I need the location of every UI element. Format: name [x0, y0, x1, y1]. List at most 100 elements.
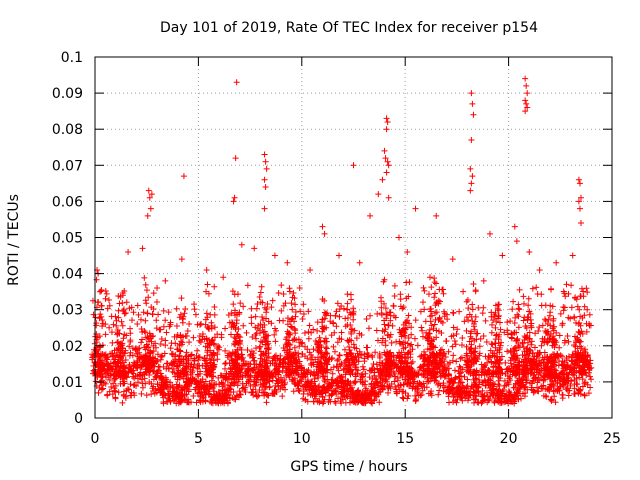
data-point [157, 326, 164, 333]
data-point [106, 324, 113, 331]
data-point [113, 322, 120, 329]
data-point [252, 335, 259, 342]
data-point [450, 332, 457, 339]
data-point [392, 314, 399, 321]
data-point [105, 297, 112, 304]
data-point [420, 333, 427, 340]
data-point [436, 286, 443, 293]
data-point [168, 350, 175, 357]
data-point [127, 338, 134, 345]
data-point [252, 382, 259, 389]
data-point [360, 366, 367, 373]
data-point [157, 340, 164, 347]
data-point [538, 302, 545, 309]
data-point [334, 339, 341, 346]
data-point [425, 291, 432, 298]
y-tick-label: 0.1 [61, 50, 83, 66]
data-point [314, 327, 321, 334]
data-point [248, 320, 255, 327]
data-point [414, 342, 421, 349]
data-point [464, 376, 471, 383]
data-point [584, 289, 591, 296]
data-point [278, 307, 285, 314]
data-point [181, 310, 188, 317]
data-point [299, 315, 306, 322]
data-point [505, 388, 512, 395]
data-point [465, 317, 472, 324]
data-point [547, 302, 554, 309]
data-point [308, 329, 315, 336]
data-point [456, 308, 463, 315]
data-point [184, 398, 191, 405]
data-point [252, 313, 259, 320]
y-tick-label: 0.09 [52, 86, 83, 102]
data-point [155, 311, 162, 318]
data-point [438, 329, 445, 336]
data-point [153, 298, 160, 305]
data-point [565, 338, 572, 345]
data-point [528, 384, 535, 391]
data-point [446, 399, 453, 406]
data-point [191, 306, 198, 313]
data-point [576, 374, 583, 381]
data-point [173, 400, 180, 407]
data-point [162, 342, 169, 349]
data-point [248, 314, 255, 321]
data-point [160, 307, 167, 314]
data-point [340, 305, 347, 312]
data-point [160, 323, 167, 330]
data-point [350, 341, 357, 348]
data-point [253, 305, 260, 312]
data-point [583, 285, 590, 292]
data-point [372, 349, 379, 356]
data-point [479, 310, 486, 317]
data-point [453, 331, 460, 338]
data-point [103, 290, 110, 297]
data-point [483, 339, 490, 346]
data-point [306, 349, 313, 356]
data-point [134, 320, 141, 327]
data-point [102, 295, 109, 302]
data-point [222, 325, 229, 332]
data-point [275, 289, 282, 296]
data-point [568, 304, 575, 311]
data-point [167, 319, 174, 326]
data-point [552, 399, 559, 406]
data-point [234, 382, 241, 389]
data-point [130, 309, 137, 316]
data-point [400, 304, 407, 311]
data-point [459, 334, 466, 341]
data-point [560, 304, 567, 311]
data-point [353, 335, 360, 342]
data-point [551, 393, 558, 400]
y-tick-label: 0.04 [52, 267, 83, 283]
data-point [244, 346, 251, 353]
data-point [305, 335, 312, 342]
data-point [581, 303, 588, 310]
data-point [476, 343, 483, 350]
data-point [310, 398, 317, 405]
data-point [545, 386, 552, 393]
data-point [167, 398, 174, 405]
data-point [418, 324, 425, 331]
data-point [223, 391, 230, 398]
data-point [535, 327, 542, 334]
data-point [256, 330, 263, 337]
data-point [92, 378, 99, 385]
data-point [534, 291, 541, 298]
data-point [478, 400, 485, 407]
data-point [453, 399, 460, 406]
data-point [110, 321, 117, 328]
data-point [280, 290, 287, 297]
data-point [153, 325, 160, 332]
data-point [529, 285, 536, 292]
data-point [420, 299, 427, 306]
data-point [399, 394, 406, 401]
y-tick-label: 0.03 [52, 303, 83, 319]
data-point [504, 327, 511, 334]
data-point [412, 317, 419, 324]
data-point [158, 354, 165, 361]
data-point [237, 300, 244, 307]
data-point [419, 327, 426, 334]
data-point [336, 335, 343, 342]
